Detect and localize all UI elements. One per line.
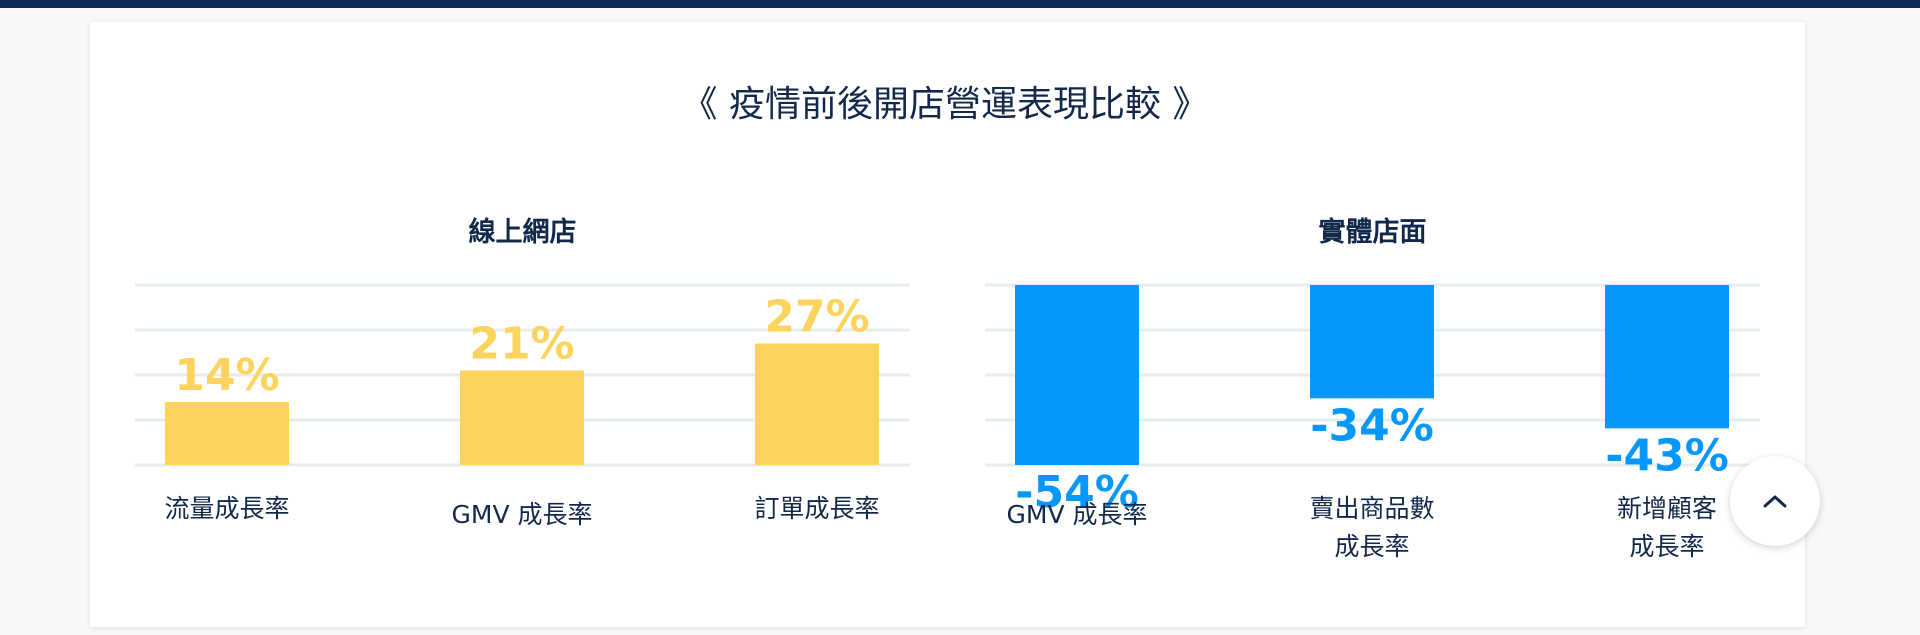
category-label: 流量成長率: [164, 494, 290, 523]
bar: [1015, 285, 1139, 465]
bar: [1310, 285, 1434, 399]
bar: [460, 370, 584, 465]
data-label: -43%: [1605, 430, 1729, 481]
data-label: -54%: [1015, 467, 1139, 518]
physical-store-panel: 實體店面 -54% -34% -43% GMV 成長率 賣出商品數 成長率 新增顧客 成…: [985, 180, 1760, 600]
category-label: 賣出商品數 成長率: [1309, 494, 1435, 561]
scroll-to-top-button[interactable]: [1730, 456, 1820, 546]
data-label: -34%: [1310, 400, 1434, 451]
bar: [1605, 285, 1729, 429]
physical-store-chart: -54% -34% -43%: [985, 283, 1760, 518]
data-label: 14%: [174, 350, 279, 401]
data-label: 21%: [469, 319, 574, 370]
data-label: 27%: [764, 292, 869, 343]
online-store-panel: 線上網店 14% 21% 27% 流量成長率 GMV 成長率 訂單成長率: [135, 180, 910, 600]
category-label: GMV 成長率: [451, 500, 593, 529]
physical-store-title: 實體店面: [1318, 217, 1427, 248]
category-label: 訂單成長率: [754, 494, 880, 523]
category-label: 新增顧客 成長率: [1616, 494, 1717, 561]
online-store-chart: 14% 21% 27%: [135, 283, 910, 467]
online-store-title: 線上網店: [468, 217, 577, 248]
bar: [755, 343, 879, 465]
bar: [165, 402, 289, 465]
page-title: 《 疫情前後開店營運表現比較 》: [681, 84, 1209, 125]
comparison-card: [90, 22, 1805, 627]
chevron-up-icon: [1763, 495, 1787, 508]
category-label: GMV 成長率: [1006, 500, 1148, 529]
top-bar: [0, 0, 1920, 8]
